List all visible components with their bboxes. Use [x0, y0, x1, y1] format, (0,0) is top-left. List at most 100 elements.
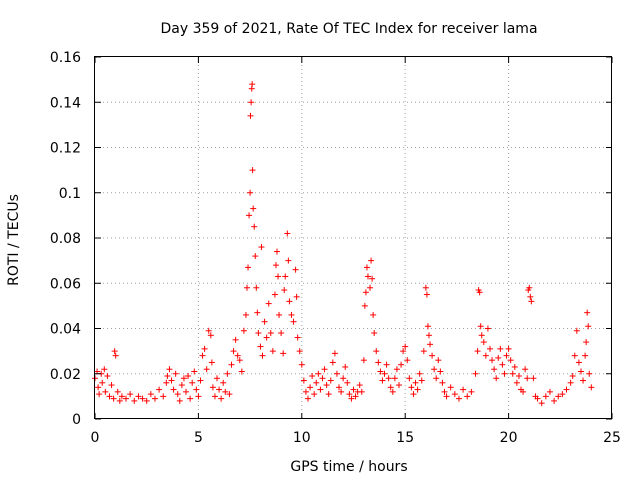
data-point: [503, 352, 510, 359]
data-point: [501, 370, 508, 377]
data-point: [211, 393, 218, 400]
data-point: [588, 384, 595, 391]
data-point: [571, 352, 578, 359]
data-point: [319, 375, 326, 382]
data-point: [273, 248, 280, 255]
data-point: [472, 370, 479, 377]
data-point: [431, 366, 438, 373]
data-point: [293, 293, 300, 300]
data-point: [172, 370, 179, 377]
data-point: [505, 345, 512, 352]
data-point: [586, 370, 593, 377]
data-point: [404, 357, 411, 364]
data-point: [276, 311, 283, 318]
data-point: [495, 354, 502, 361]
data-point: [189, 379, 196, 386]
data-point: [524, 375, 531, 382]
data-point: [435, 357, 442, 364]
data-point: [563, 386, 570, 393]
data-point: [389, 388, 396, 395]
y-tick-label: 0.16: [50, 50, 81, 66]
data-point: [243, 284, 250, 291]
data-point: [567, 379, 574, 386]
data-point: [348, 395, 355, 402]
data-point: [245, 264, 252, 271]
y-tick-label: 0.12: [50, 141, 81, 157]
data-point: [491, 366, 498, 373]
data-point: [333, 370, 340, 377]
data-point: [356, 382, 363, 389]
y-axis-label: ROTI / TECUs: [6, 194, 22, 286]
data-point: [385, 375, 392, 382]
data-point: [344, 379, 351, 386]
x-tick-label: 0: [91, 430, 100, 446]
data-point: [395, 382, 402, 389]
data-point: [577, 368, 584, 375]
data-point: [236, 357, 243, 364]
data-point: [139, 395, 146, 402]
data-point: [151, 395, 158, 402]
data-point: [147, 391, 154, 398]
data-point: [193, 386, 200, 393]
data-point: [551, 397, 558, 404]
data-point: [209, 384, 216, 391]
data-point: [226, 391, 233, 398]
data-point: [573, 327, 580, 334]
data-point: [513, 379, 520, 386]
data-point: [302, 388, 309, 395]
data-point: [216, 386, 223, 393]
data-point: [420, 348, 427, 355]
x-tick-label: 20: [500, 430, 518, 446]
data-point: [104, 373, 111, 380]
data-point: [238, 368, 245, 375]
data-point: [101, 366, 108, 373]
x-tick-label: 15: [396, 430, 414, 446]
data-point: [327, 377, 334, 384]
data-point: [398, 361, 405, 368]
data-point: [248, 99, 255, 106]
data-point: [305, 395, 312, 402]
data-point: [331, 350, 338, 357]
data-point: [102, 388, 109, 395]
data-point: [460, 386, 467, 393]
y-tick-label: 0: [72, 412, 81, 428]
data-point: [569, 373, 576, 380]
data-point: [477, 323, 484, 330]
data-point: [362, 289, 369, 296]
data-point: [393, 366, 400, 373]
axis-ticks: 0 5 10 15 20 25 0 0.02 0.04 0.06 0.08 0.1 0.12 0.14 0.…: [50, 50, 621, 446]
data-point: [585, 323, 592, 330]
data-point: [575, 359, 582, 366]
data-point: [180, 375, 187, 382]
x-axis-label: GPS time / hours: [290, 459, 407, 475]
data-point: [383, 361, 390, 368]
data-point: [323, 382, 330, 389]
data-point: [476, 289, 483, 296]
data-point: [259, 352, 266, 359]
data-point: [106, 393, 113, 400]
data-point: [437, 368, 444, 375]
data-point: [174, 391, 181, 398]
data-point: [377, 368, 384, 375]
data-point: [222, 388, 229, 395]
data-point: [114, 388, 121, 395]
data-point: [511, 363, 518, 370]
data-point: [373, 348, 380, 355]
data-point: [267, 330, 274, 337]
data-point: [201, 345, 208, 352]
data-point: [265, 300, 272, 307]
data-point: [251, 223, 258, 230]
data-point: [232, 336, 239, 343]
data-point: [317, 386, 324, 393]
data-point: [422, 284, 429, 291]
y-tick-label: 0.06: [50, 276, 81, 292]
data-point: [282, 273, 289, 280]
data-point: [340, 375, 347, 382]
data-point: [464, 393, 471, 400]
data-point: [486, 345, 493, 352]
data-point: [408, 384, 415, 391]
data-point: [346, 391, 353, 398]
data-point: [387, 384, 394, 391]
y-tick-label: 0.1: [59, 186, 81, 202]
data-point: [542, 393, 549, 400]
